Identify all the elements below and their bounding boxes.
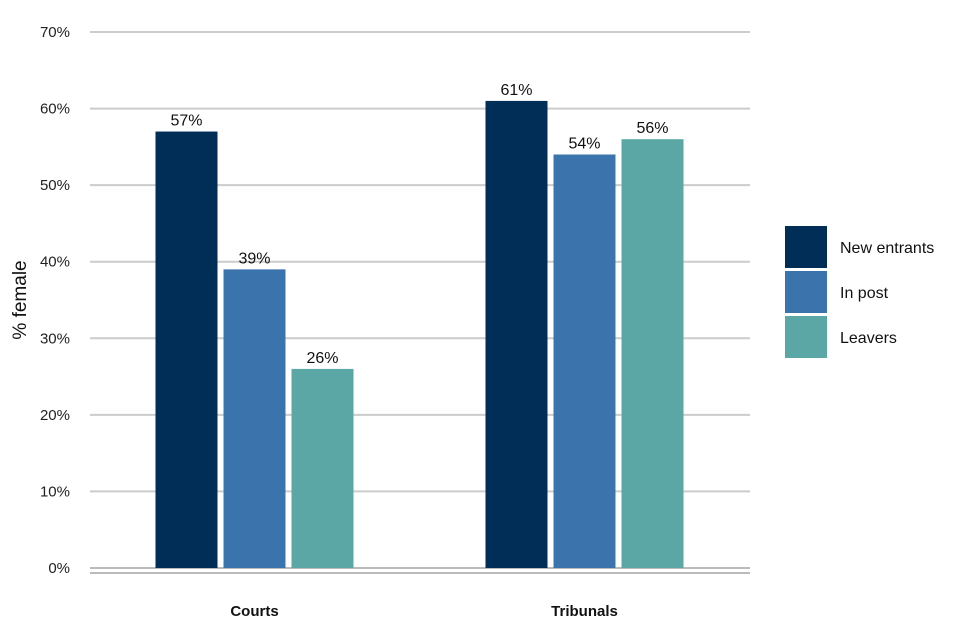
x-category-label: Tribunals	[551, 603, 618, 620]
data-label: 56%	[636, 120, 668, 137]
data-label: 61%	[500, 82, 532, 99]
data-label: 39%	[238, 250, 270, 267]
data-label: 57%	[170, 113, 202, 130]
bar	[621, 139, 684, 568]
data-labels: 57% 39% 26% 61% 54% 56%	[170, 82, 668, 367]
legend-label: New entrants	[840, 240, 934, 257]
y-tick-label: 0%	[48, 560, 70, 577]
bar	[553, 154, 616, 568]
y-tick-label: 10%	[40, 483, 70, 500]
y-tick-label: 50%	[40, 177, 70, 194]
y-axis-ticks: 0% 10% 20% 30% 40% 50% 60% 70%	[40, 24, 70, 577]
y-axis-title: % female	[10, 260, 31, 339]
legend-swatch	[785, 316, 827, 358]
x-category-label: Courts	[230, 603, 278, 620]
data-label: 26%	[306, 350, 338, 367]
bar	[223, 269, 286, 568]
y-tick-label: 30%	[40, 330, 70, 347]
bar	[291, 368, 354, 568]
x-axis-categories: Courts Tribunals	[230, 603, 618, 620]
y-tick-label: 40%	[40, 254, 70, 271]
bars	[155, 100, 684, 569]
bar	[485, 100, 548, 569]
legend-swatch	[785, 226, 827, 268]
legend-label: In post	[840, 285, 889, 302]
y-tick-label: 20%	[40, 407, 70, 424]
legend-label: Leavers	[840, 330, 897, 347]
legend: New entrants In post Leavers	[785, 226, 934, 358]
y-tick-label: 70%	[40, 24, 70, 41]
data-label: 54%	[568, 136, 600, 153]
legend-swatch	[785, 271, 827, 313]
bar	[155, 131, 218, 569]
y-tick-label: 60%	[40, 101, 70, 118]
